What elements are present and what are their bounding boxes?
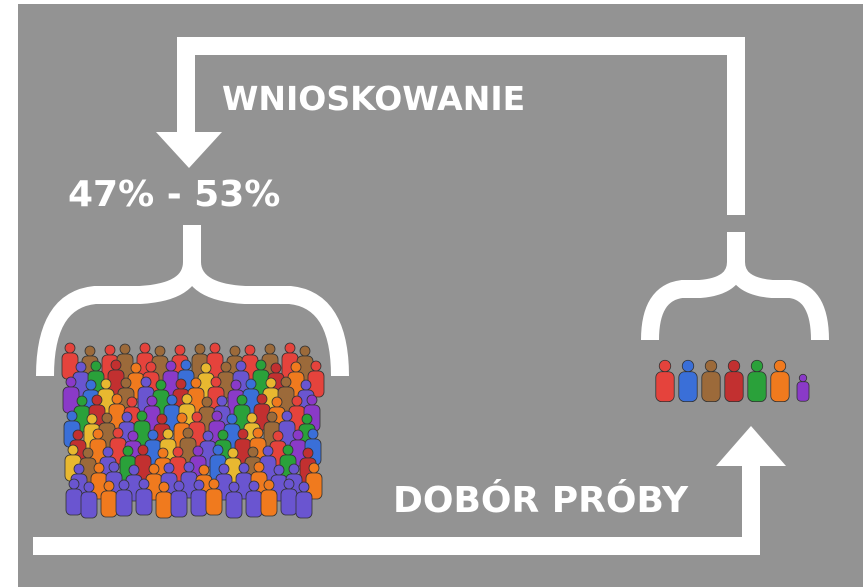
person — [170, 480, 188, 518]
person — [190, 479, 208, 517]
person — [701, 359, 721, 403]
sampling-arrow — [33, 465, 760, 555]
person — [155, 481, 173, 519]
person — [61, 342, 79, 380]
person — [770, 359, 790, 403]
sampling-label: DOBÓR PRÓBY — [393, 479, 689, 521]
person — [205, 478, 223, 516]
inference-arrowhead — [156, 132, 222, 168]
person — [260, 479, 278, 517]
person — [724, 359, 744, 403]
person — [305, 462, 323, 500]
population-brace — [36, 225, 349, 377]
person — [655, 359, 675, 403]
person — [100, 480, 118, 518]
person — [678, 359, 698, 403]
sampling-arrowhead — [716, 426, 786, 466]
person — [295, 481, 313, 519]
person — [80, 481, 98, 519]
person — [796, 373, 810, 402]
interval-label: 47% - 53% — [68, 174, 280, 215]
inference-arrow — [177, 37, 745, 215]
person — [245, 480, 263, 518]
person — [278, 410, 296, 448]
inference-label: WNIOSKOWANIE — [222, 79, 525, 118]
person — [115, 479, 133, 517]
person — [225, 481, 243, 519]
population — [61, 342, 325, 519]
sample-brace — [641, 232, 829, 341]
person — [280, 478, 298, 516]
sample — [655, 359, 810, 403]
person — [135, 478, 153, 516]
person — [747, 359, 767, 403]
